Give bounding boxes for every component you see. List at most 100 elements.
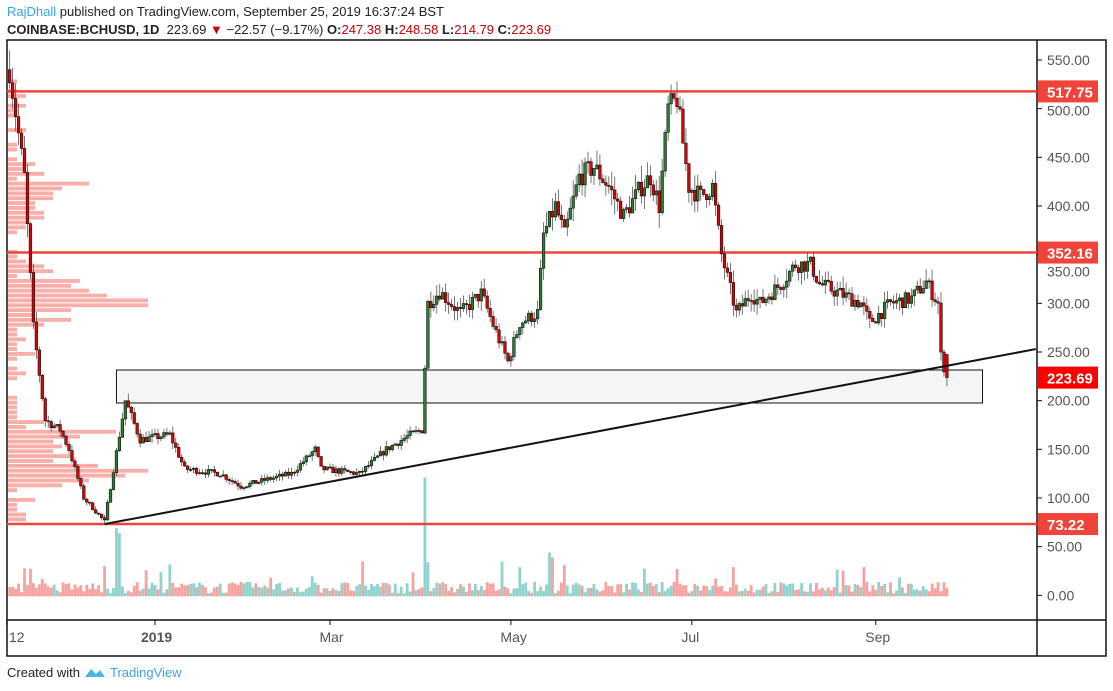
volume-bar — [334, 590, 338, 597]
volume-bar — [711, 585, 715, 597]
candle-body — [711, 183, 715, 197]
volume-bar — [767, 593, 771, 597]
volume-bar — [693, 583, 697, 597]
y-tick-label: 250.00 — [1047, 344, 1090, 360]
candle-body — [384, 446, 388, 456]
candle-body — [785, 280, 789, 288]
volume-bar — [610, 585, 614, 597]
volume-bar — [829, 590, 833, 597]
candle-body — [22, 148, 27, 173]
low-label: L: — [441, 22, 455, 37]
volume-bar — [892, 593, 895, 597]
volume-bar — [654, 583, 658, 597]
volume-bar — [343, 582, 347, 597]
candle-body — [212, 469, 216, 473]
volume-bar — [681, 585, 685, 597]
candle-body — [177, 447, 181, 458]
candle-body — [263, 478, 267, 481]
volume-profile-bar — [8, 264, 44, 269]
volume-bar — [479, 586, 483, 597]
volume-profile-bar — [8, 454, 71, 459]
candle-body — [705, 194, 709, 200]
candle-body — [906, 292, 910, 304]
volume-bar — [687, 592, 691, 597]
candle-body — [883, 301, 887, 319]
footer: Created with TradingView — [7, 665, 182, 680]
volume-bar — [337, 591, 341, 597]
volume-bar — [554, 593, 557, 597]
candle-body — [230, 480, 234, 482]
candle-body — [331, 466, 335, 473]
volume-bar — [447, 590, 451, 597]
volume-bar — [720, 586, 723, 597]
volume-bar — [832, 587, 836, 597]
candle-body — [132, 412, 136, 424]
volume-bar — [915, 589, 919, 597]
last-price: 223.69 — [166, 22, 207, 37]
volume-profile-bar — [8, 512, 26, 517]
volume-profile-bar — [8, 332, 17, 337]
candle-body — [233, 481, 237, 484]
candle-body — [479, 288, 483, 302]
candle-body — [823, 279, 827, 286]
volume-bar — [886, 592, 890, 597]
volume-bar — [527, 591, 531, 597]
candle-body — [921, 288, 925, 294]
y-tick-label: 50.00 — [1047, 539, 1082, 555]
candle-body — [574, 184, 578, 197]
candle-body — [708, 196, 712, 200]
symbol-legend: COINBASE:BCHUSD, 1D 223.69 ▼ −22.57 (−9.… — [7, 22, 551, 37]
candle-body — [630, 198, 635, 214]
candle-body — [859, 302, 863, 308]
candle-body — [85, 498, 89, 503]
candle-body — [690, 189, 694, 193]
candle-body — [811, 256, 816, 277]
volume-bar — [509, 593, 513, 597]
candle-body — [470, 296, 474, 310]
volume-bar — [453, 592, 456, 597]
candle-body — [313, 446, 317, 453]
candle-body — [70, 450, 74, 462]
candle-body — [942, 351, 946, 373]
volume-bar — [782, 583, 786, 597]
candle-body — [194, 468, 199, 474]
candle-body — [108, 489, 113, 503]
volume-bar — [690, 591, 694, 597]
volume-bar — [180, 583, 184, 597]
volume-bar — [755, 589, 759, 597]
volume-bar — [272, 589, 276, 597]
candle-body — [277, 473, 282, 477]
volume-bar — [346, 583, 350, 597]
candle-body — [55, 424, 59, 427]
candle-body — [260, 478, 264, 483]
candle-body — [73, 460, 77, 467]
author-link[interactable]: RajDhall — [7, 4, 57, 19]
candle-body — [844, 292, 848, 298]
volume-bar — [441, 582, 445, 597]
volume-bar — [678, 583, 682, 597]
candle-body — [405, 435, 409, 439]
chart-frame — [6, 39, 1107, 657]
tradingview-link[interactable]: TradingView — [109, 665, 182, 680]
volume-bar — [797, 589, 801, 597]
candle-body — [186, 465, 190, 470]
volume-profile-bar — [8, 356, 17, 361]
candle-body — [939, 302, 943, 353]
volume-profile-bar — [8, 147, 17, 152]
volume-bar — [230, 582, 234, 597]
volume-profile-bar — [8, 395, 17, 400]
candle-body — [565, 218, 569, 228]
volume-bar — [883, 583, 887, 597]
volume-bar — [381, 582, 385, 597]
volume-bar — [924, 589, 928, 597]
candle-body — [497, 329, 501, 344]
volume-profile-bar — [8, 337, 26, 342]
candle-body — [743, 298, 747, 307]
volume-bar — [906, 583, 910, 597]
candle-body — [776, 284, 780, 288]
candle-body — [340, 468, 344, 474]
volume-bar — [918, 590, 922, 597]
volume-bar — [595, 589, 599, 597]
volume-profile-bar — [8, 366, 17, 371]
